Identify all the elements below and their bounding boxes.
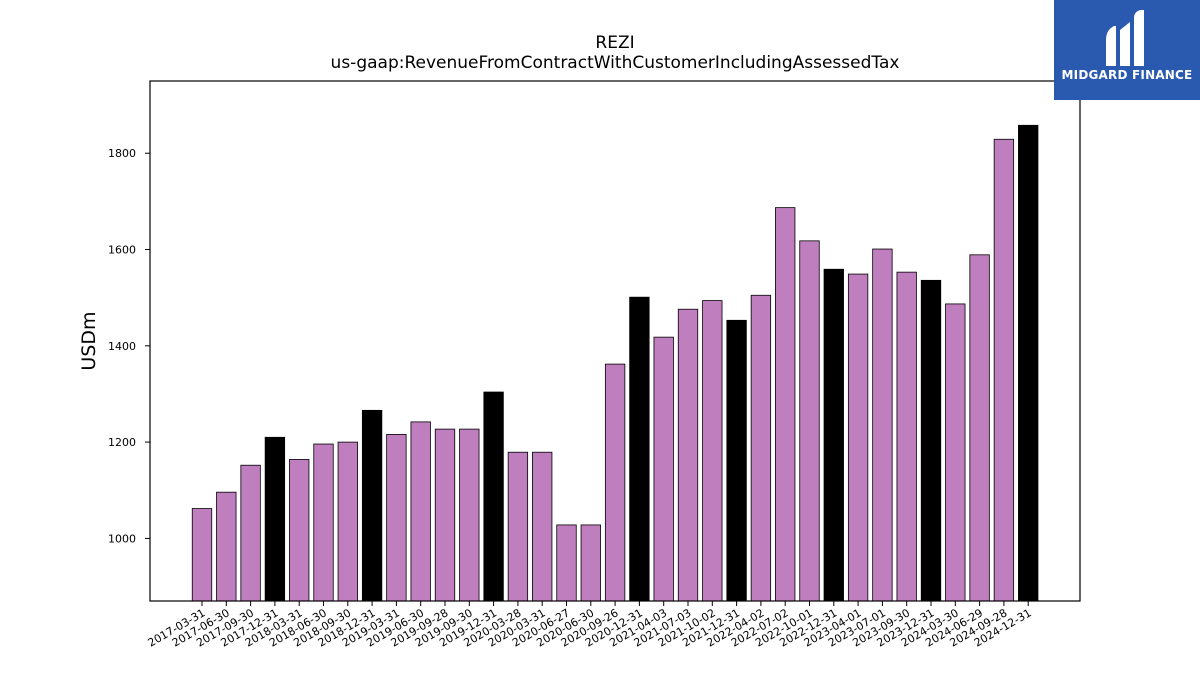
bar [702, 300, 723, 602]
bar [896, 271, 917, 602]
bar [289, 459, 310, 602]
bar [337, 441, 358, 602]
bar [483, 391, 504, 602]
bar [507, 451, 529, 602]
bar [775, 207, 796, 602]
bar [629, 296, 650, 602]
bar [532, 451, 553, 602]
bar [847, 273, 869, 602]
bar [240, 464, 261, 602]
bar [580, 524, 601, 602]
bar [556, 524, 577, 602]
bar [993, 138, 1015, 602]
bar [216, 491, 237, 602]
bar [823, 268, 844, 602]
company-logo: MIDGARD FINANCE [1054, 0, 1200, 100]
bar [191, 508, 213, 602]
bar [969, 254, 990, 602]
bar [604, 363, 626, 602]
bar [750, 294, 772, 602]
bar [1018, 124, 1039, 602]
y-tick-label: 1200 [108, 436, 136, 449]
y-tick-label: 1000 [108, 532, 136, 545]
y-tick-label: 1400 [108, 340, 136, 353]
bar [726, 319, 747, 602]
bar [361, 409, 383, 602]
bar [872, 248, 893, 602]
bar [653, 336, 674, 602]
y-tick-label: 1800 [108, 147, 136, 160]
chart-subtitle: us-gaap:RevenueFromContractWithCustomerI… [330, 53, 900, 73]
bar [920, 279, 942, 602]
y-axis-label: USDm [78, 311, 100, 370]
bar [799, 240, 820, 602]
bar [945, 303, 966, 602]
logo-mark-icon [1106, 10, 1144, 66]
bar [434, 428, 456, 602]
chart-title: REZI [595, 33, 635, 53]
bar [386, 434, 407, 602]
logo-text: MIDGARD FINANCE [1061, 68, 1193, 82]
bar [459, 428, 480, 602]
bar [677, 308, 699, 602]
bar [313, 443, 334, 602]
bar [410, 421, 431, 602]
bar [264, 436, 286, 602]
y-tick-label: 1600 [108, 244, 136, 257]
